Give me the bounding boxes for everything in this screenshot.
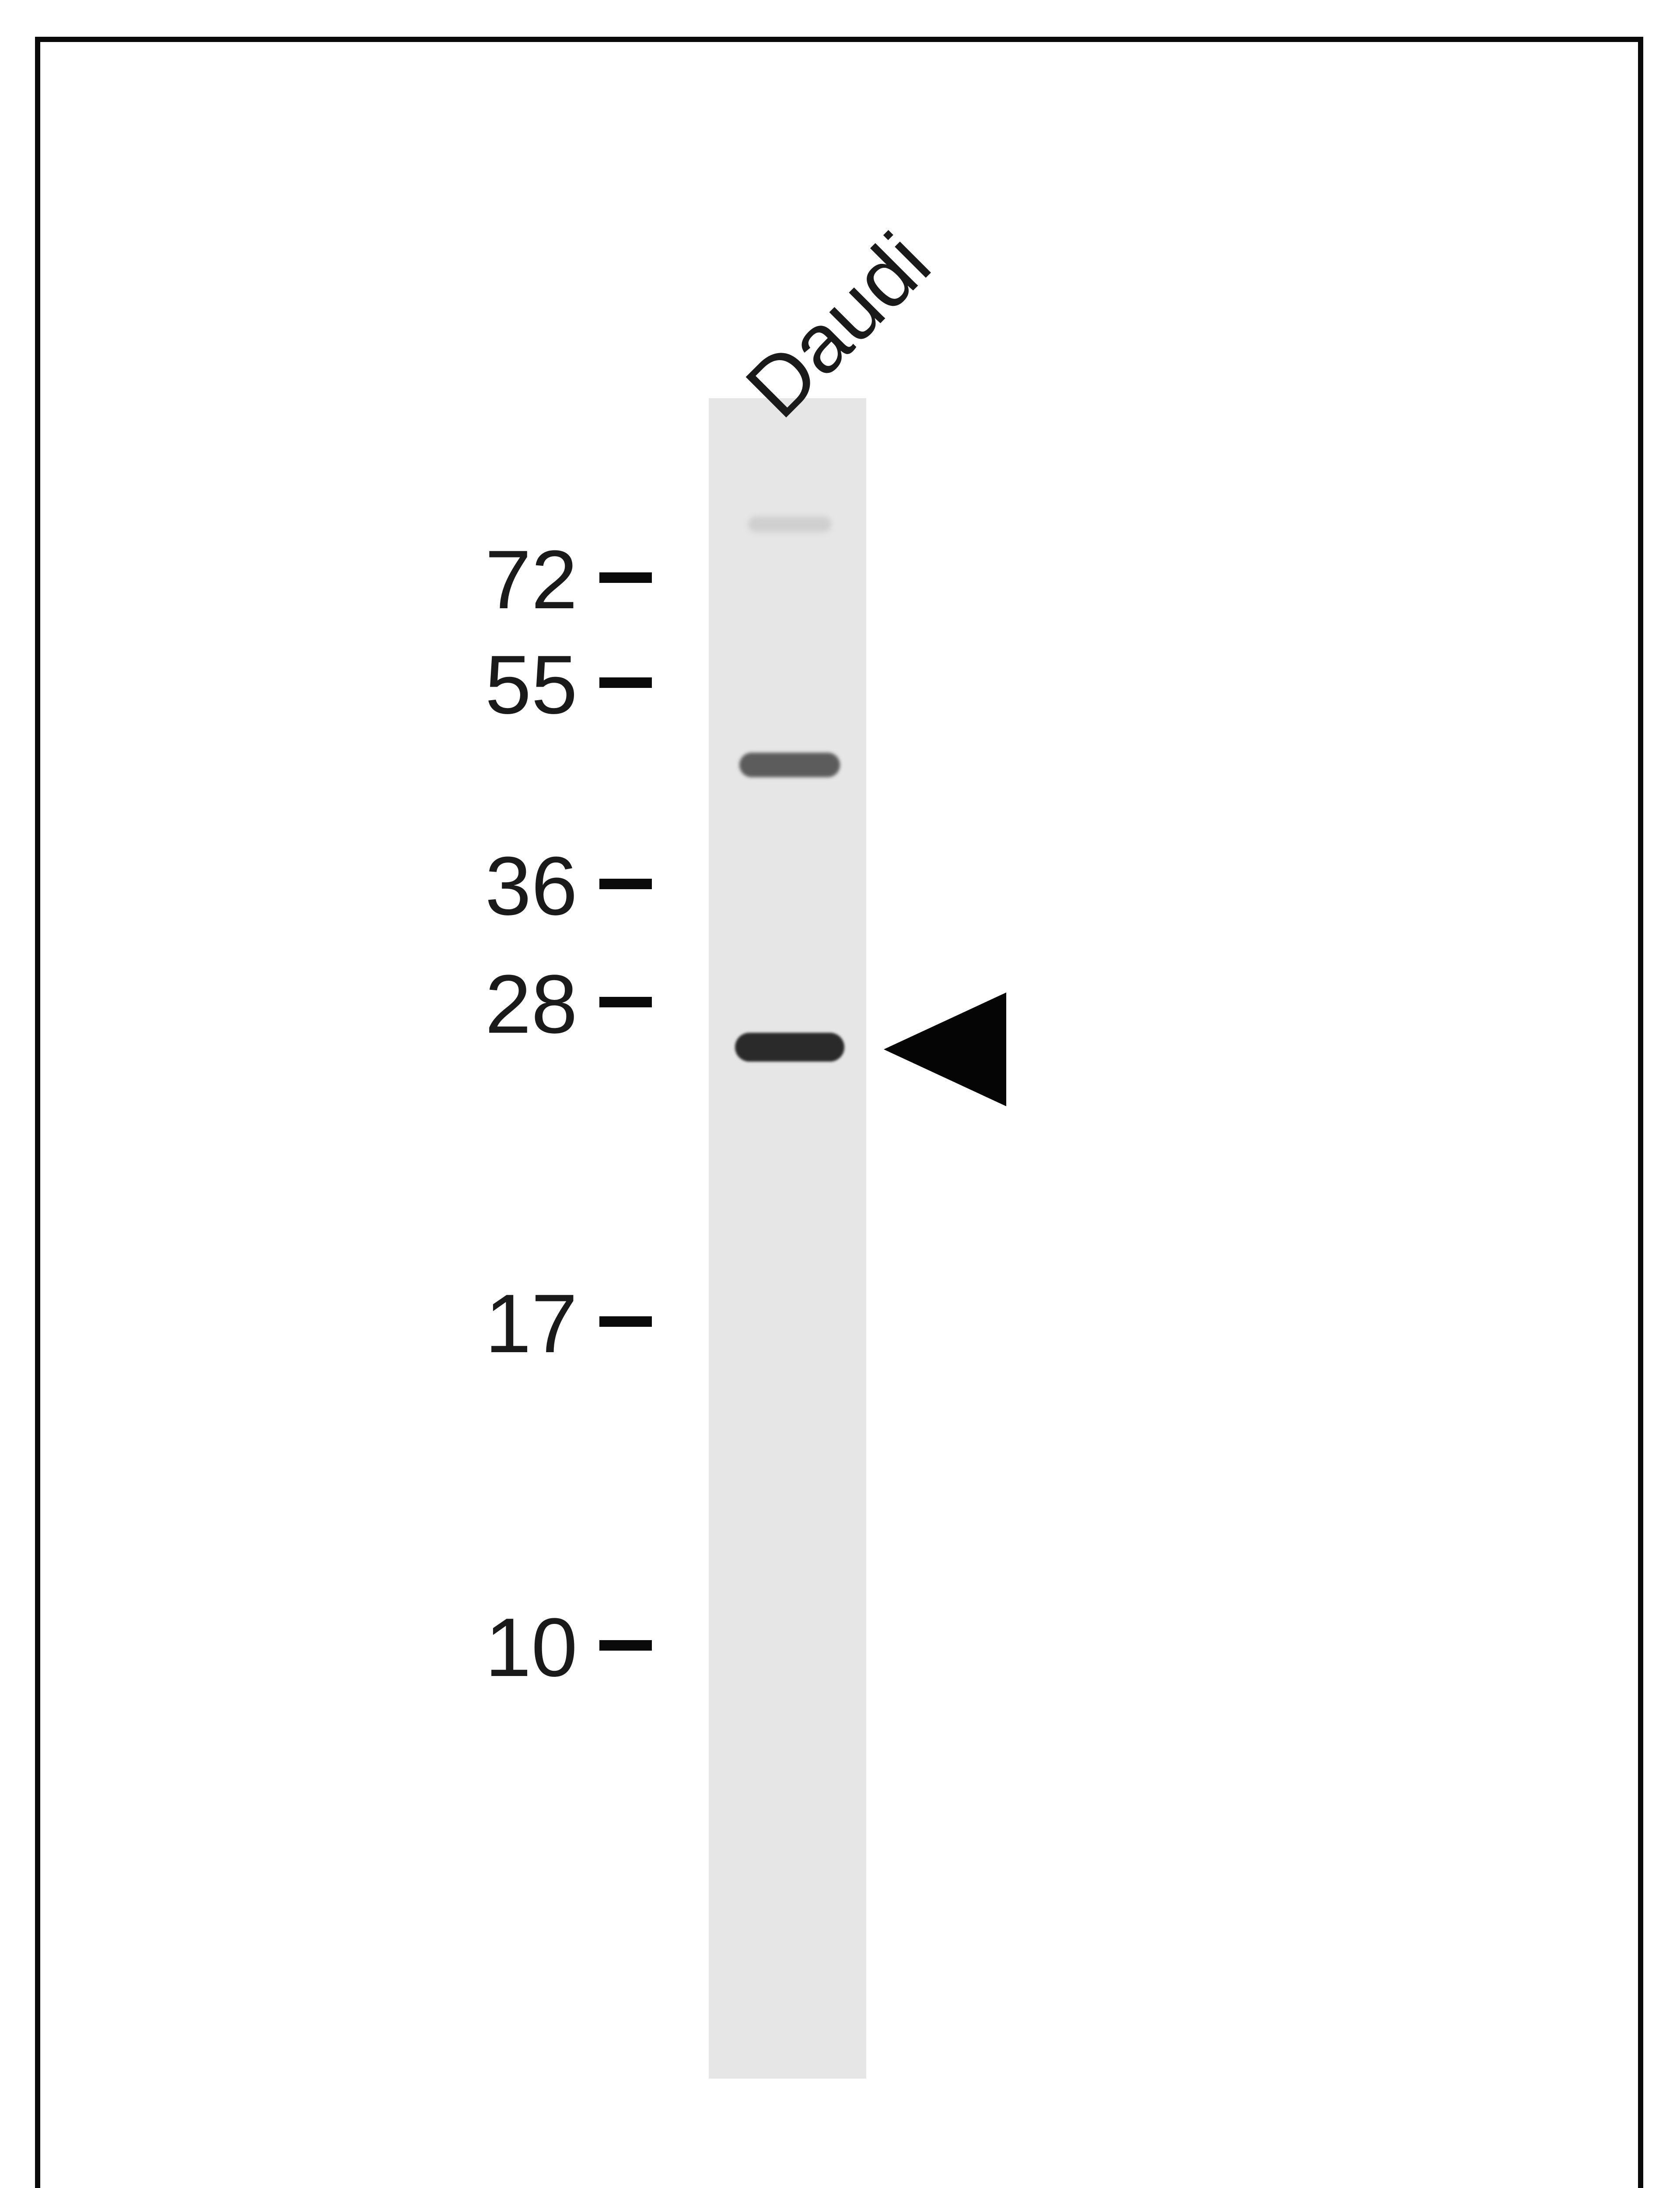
mw-marker-tick <box>599 572 652 583</box>
target-band-pointer-icon <box>884 992 1006 1106</box>
mw-marker-label: 36 <box>485 838 578 934</box>
mw-marker-tick <box>599 1316 652 1327</box>
mw-marker-tick <box>599 879 652 889</box>
mw-marker-tick <box>599 997 652 1007</box>
protein-band <box>735 1033 844 1062</box>
blot-lane <box>709 398 866 2079</box>
mw-marker-label: 17 <box>485 1276 578 1371</box>
mw-marker-label: 10 <box>485 1600 578 1695</box>
mw-marker-label: 55 <box>485 637 578 733</box>
mw-marker-tick <box>599 1640 652 1651</box>
mw-marker-label: 28 <box>485 957 578 1052</box>
mw-marker-tick <box>599 677 652 688</box>
protein-band <box>739 753 840 777</box>
mw-marker-label: 72 <box>485 532 578 628</box>
protein-band <box>748 516 831 532</box>
